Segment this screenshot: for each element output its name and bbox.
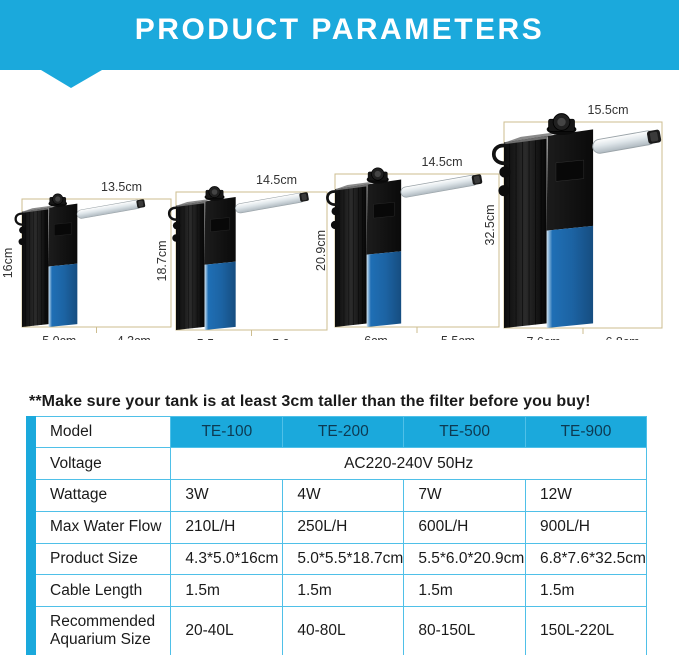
svg-text:6.8cm: 6.8cm	[605, 335, 639, 340]
svg-text:5.0cm: 5.0cm	[272, 337, 306, 340]
svg-text:15.5cm: 15.5cm	[588, 103, 629, 117]
svg-text:14.5cm: 14.5cm	[256, 173, 297, 187]
svg-text:32.5cm: 32.5cm	[483, 205, 497, 246]
svg-text:5.5cm: 5.5cm	[441, 334, 475, 340]
svg-text:7.6cm: 7.6cm	[526, 335, 560, 340]
svg-text:6cm: 6cm	[364, 334, 388, 340]
svg-text:13.5cm: 13.5cm	[101, 180, 142, 194]
svg-text:5.0cm: 5.0cm	[42, 334, 76, 340]
svg-text:4.3cm: 4.3cm	[117, 334, 151, 340]
svg-text:5.5cm: 5.5cm	[197, 337, 231, 340]
svg-text:14.5cm: 14.5cm	[422, 155, 463, 169]
svg-text:16cm: 16cm	[1, 248, 15, 279]
svg-text:18.7cm: 18.7cm	[155, 241, 169, 282]
svg-text:20.9cm: 20.9cm	[314, 230, 328, 271]
